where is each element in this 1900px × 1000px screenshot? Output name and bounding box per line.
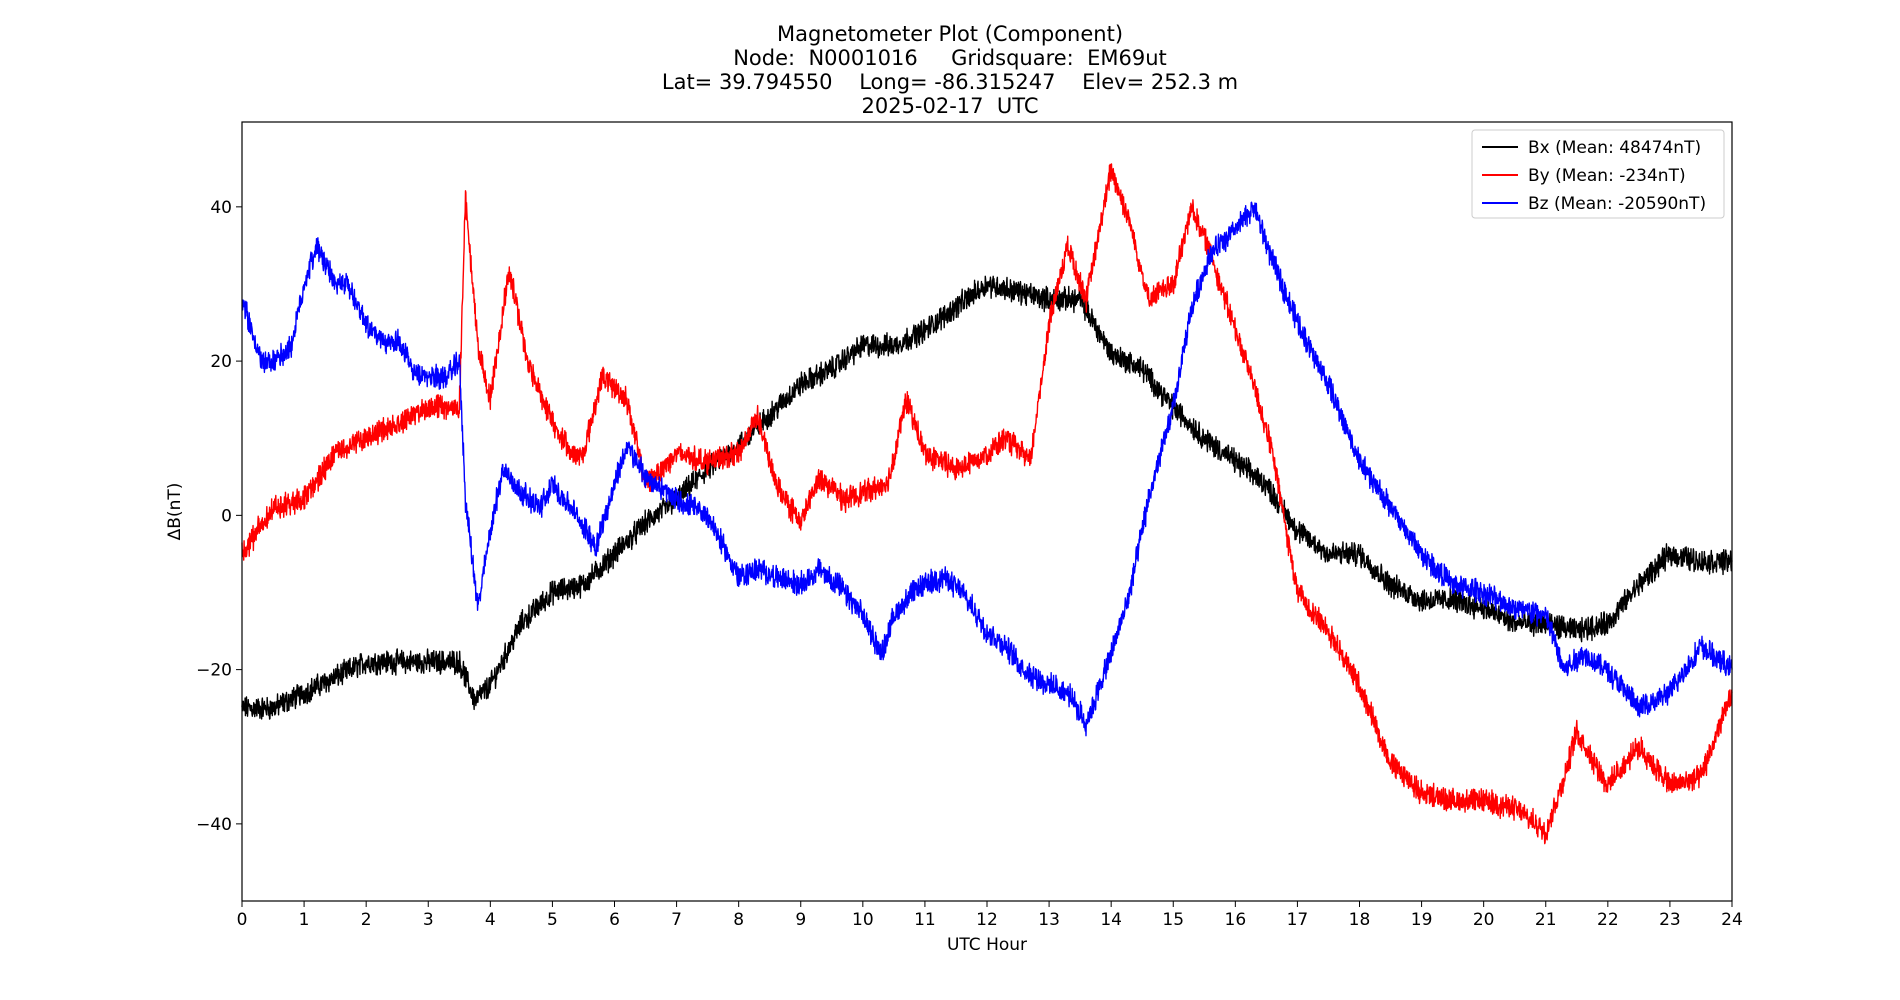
x-tick-label: 11 bbox=[914, 910, 936, 930]
x-tick-label: 15 bbox=[1162, 910, 1184, 930]
y-tick-label: −40 bbox=[196, 815, 232, 835]
y-tick-label: −20 bbox=[196, 661, 232, 681]
x-tick-label: 17 bbox=[1287, 910, 1309, 930]
series-line-1 bbox=[241, 275, 1733, 720]
y-axis-ticks: −40 −20 0 20 40 bbox=[196, 198, 242, 835]
chart-title-line-3: Lat= 39.794550 Long= -86.315247 Elev= 25… bbox=[661, 70, 1239, 94]
legend-entry: Bx (Mean: 48474nT) bbox=[1528, 138, 1701, 158]
y-axis-label: ΔB(nT) bbox=[165, 483, 185, 541]
legend-entry: Bz (Mean: -20590nT) bbox=[1528, 194, 1706, 214]
x-tick-label: 4 bbox=[485, 910, 496, 930]
x-tick-label: 2 bbox=[361, 910, 372, 930]
series-layer bbox=[241, 163, 1733, 845]
legend-entry: By (Mean: -234nT) bbox=[1528, 166, 1686, 186]
x-tick-label: 6 bbox=[609, 910, 620, 930]
x-tick-label: 3 bbox=[423, 910, 434, 930]
chart-title-line-2: Node: N0001016 Gridsquare: EM69ut bbox=[733, 46, 1167, 70]
y-tick-label: 0 bbox=[221, 506, 232, 526]
y-tick-label: 40 bbox=[210, 198, 232, 218]
x-tick-label: 10 bbox=[852, 910, 874, 930]
series-line-2 bbox=[241, 163, 1733, 845]
chart-title-line-1: Magnetometer Plot (Component) bbox=[776, 22, 1124, 46]
x-tick-label: 13 bbox=[1038, 910, 1060, 930]
x-tick-label: 24 bbox=[1721, 910, 1743, 930]
x-tick-label: 1 bbox=[299, 910, 310, 930]
x-tick-label: 22 bbox=[1597, 910, 1619, 930]
series-line-3 bbox=[241, 201, 1733, 737]
chart-title-line-4: 2025-02-17 UTC bbox=[861, 94, 1039, 118]
x-tick-label: 0 bbox=[237, 910, 248, 930]
x-tick-label: 5 bbox=[547, 910, 558, 930]
x-tick-label: 12 bbox=[976, 910, 998, 930]
x-tick-label: 23 bbox=[1659, 910, 1681, 930]
x-tick-label: 19 bbox=[1411, 910, 1433, 930]
x-axis-label: UTC Hour bbox=[947, 935, 1027, 955]
x-axis-ticks: 0 1 2 3 4 5 6 7 8 9 10 11 12 13 14 15 16 17 18 19 20 21 22 23 24 bbox=[237, 901, 1743, 930]
x-tick-label: 16 bbox=[1225, 910, 1247, 930]
x-tick-label: 9 bbox=[795, 910, 806, 930]
x-tick-label: 7 bbox=[671, 910, 682, 930]
x-tick-label: 14 bbox=[1100, 910, 1122, 930]
x-tick-label: 18 bbox=[1349, 910, 1371, 930]
x-tick-label: 21 bbox=[1535, 910, 1557, 930]
legend: Bx (Mean: 48474nT) By (Mean: -234nT) Bz (M… bbox=[1471, 129, 1725, 219]
x-tick-label: 20 bbox=[1473, 910, 1495, 930]
x-tick-label: 8 bbox=[733, 910, 744, 930]
legend-box bbox=[1471, 129, 1725, 219]
y-tick-label: 20 bbox=[210, 352, 232, 372]
